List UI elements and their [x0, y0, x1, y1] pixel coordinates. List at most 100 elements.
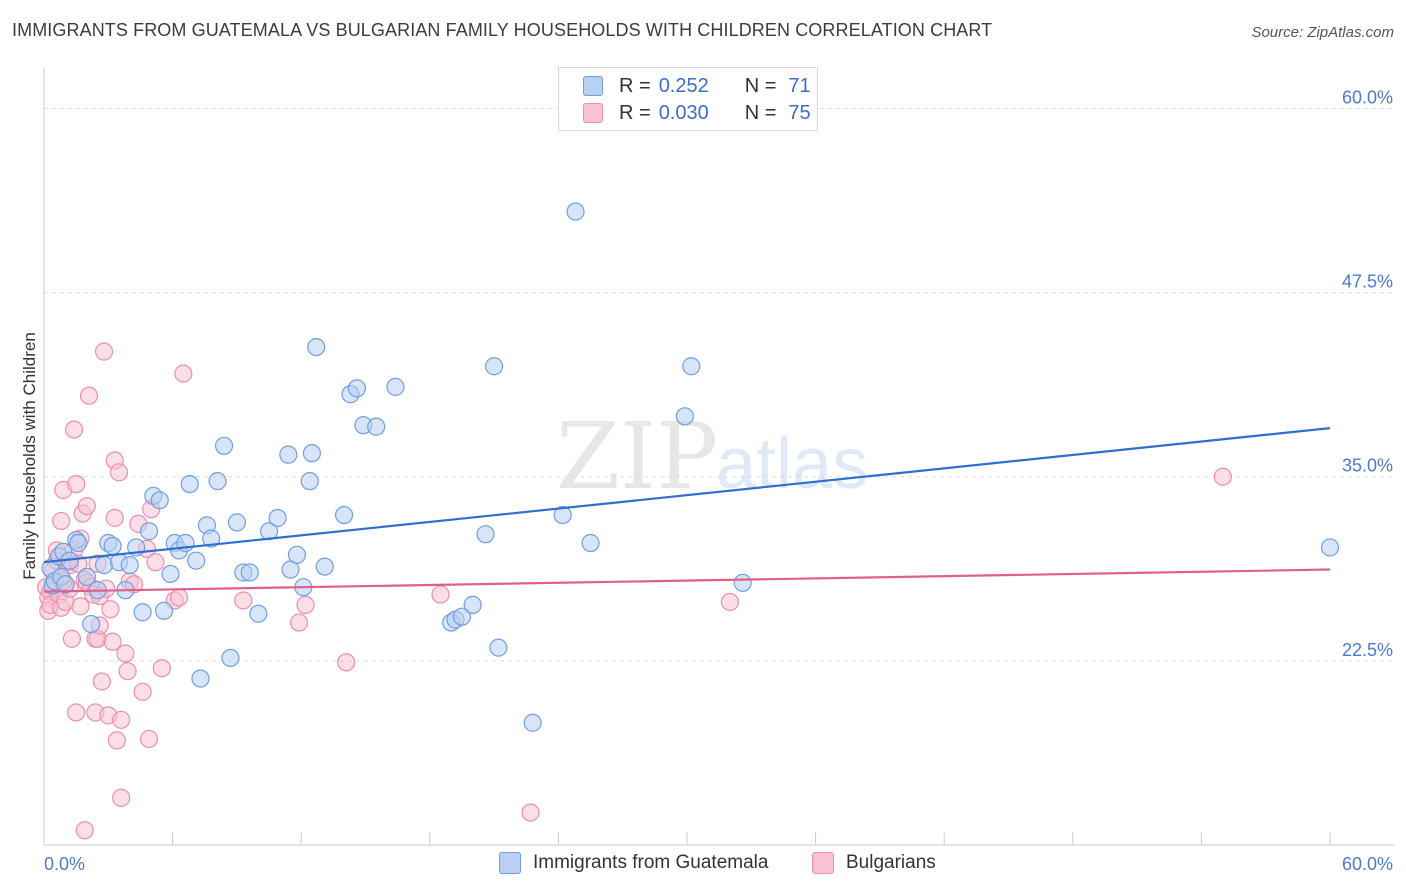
- guatemala-point: [476, 525, 495, 544]
- guatemala-point: [268, 508, 287, 528]
- legend-item-bulgarians[interactable]: Bulgarians: [812, 852, 936, 874]
- guatemala-point: [489, 638, 508, 657]
- guatemala-point: [240, 563, 259, 582]
- bulgarian-point: [67, 474, 86, 494]
- legend-item-guatemala[interactable]: Immigrants from Guatemala: [499, 852, 768, 874]
- bulgarian-point: [169, 588, 189, 607]
- guatemala-point: [452, 607, 472, 626]
- guatemala-point: [94, 556, 114, 575]
- guatemala-point: [180, 474, 199, 494]
- guatemala-point: [347, 379, 367, 398]
- guatemala-point: [733, 573, 752, 592]
- legend-swatch-blue: [499, 852, 521, 874]
- bulgarian-point: [62, 629, 81, 648]
- legend-label-bulgarians: Bulgarians: [846, 852, 936, 873]
- bulgarian-point: [521, 803, 540, 822]
- guatemala-point: [553, 505, 572, 525]
- guatemala-point: [82, 614, 101, 634]
- y-tick-label: 22.5%: [1342, 640, 1393, 660]
- guatemala-point: [279, 445, 298, 464]
- bulgarian-point: [79, 386, 99, 405]
- guatemala-point: [315, 557, 334, 576]
- y-axis-label: Family Households with Children: [20, 332, 39, 580]
- bulgarian-point: [174, 364, 193, 383]
- y-tick-label: 35.0%: [1342, 456, 1393, 476]
- bulgarian-point: [112, 710, 131, 729]
- bulgarian-point: [92, 672, 111, 691]
- axes: [43, 67, 1395, 846]
- legend-swatch-pink: [583, 103, 603, 123]
- bulgarian-point: [64, 420, 84, 439]
- bulgarian-point: [720, 592, 739, 612]
- watermark-atlas: atlas: [716, 424, 868, 504]
- x-tick-labels: 0.0% 60.0%: [44, 854, 1393, 874]
- watermark: ZIP atlas: [556, 403, 868, 510]
- legend-r-value: 0.252: [658, 74, 709, 97]
- guatemala-point: [133, 603, 152, 622]
- legend-swatch-pink: [812, 852, 834, 874]
- y-tick-label: 60.0%: [1342, 87, 1393, 107]
- bulgarian-point: [152, 659, 171, 678]
- bulgarian-point: [107, 731, 126, 750]
- guatemala-point: [69, 533, 88, 553]
- guatemala-point: [187, 551, 206, 570]
- legend-row-bulgarians: R = 0.030 N = 75: [583, 100, 811, 126]
- legend-swatch-blue: [583, 76, 603, 96]
- bulgarian-point: [101, 600, 120, 619]
- legend-n-label: N =: [744, 101, 777, 124]
- guatemala-point: [191, 669, 210, 688]
- bulgarian-point: [67, 703, 86, 722]
- guatemala-point: [214, 436, 234, 455]
- guatemala-point: [227, 513, 246, 532]
- source-label: Source: ZipAtlas.com: [1251, 24, 1394, 41]
- bulgarian-point: [431, 585, 450, 604]
- series-legend: Immigrants from Guatemala Bulgarians: [0, 852, 1406, 878]
- guatemala-point: [302, 444, 322, 463]
- guatemala-point: [249, 604, 268, 623]
- bulgarian-point: [52, 511, 71, 531]
- guatemala-point: [581, 533, 600, 553]
- guatemala-point: [150, 491, 169, 510]
- bulgarian-point: [116, 644, 135, 663]
- guatemala-point: [221, 648, 240, 668]
- guatemala-point: [139, 522, 159, 541]
- guatemala-point: [202, 529, 221, 548]
- bulgarian-point: [296, 595, 315, 614]
- guatemala-point: [77, 567, 96, 587]
- legend-n-label: N =: [744, 74, 777, 97]
- guatemala-point: [1320, 538, 1340, 557]
- guatemala-point: [334, 505, 354, 525]
- bulgarian-point: [112, 788, 131, 807]
- guatemala-point: [120, 556, 139, 575]
- legend-r-label: R =: [619, 101, 651, 124]
- guatemala-point: [367, 417, 386, 436]
- stats-legend: R = 0.252 N = 71 R = 0.030 N = 75: [558, 67, 818, 131]
- bulgarian-point: [77, 497, 96, 516]
- y-tick-labels: 22.5% 35.0% 47.5% 60.0%: [1342, 87, 1393, 659]
- bulgarian-point: [133, 682, 152, 701]
- legend-r-value: 0.030: [658, 101, 709, 124]
- guatemala-point: [386, 377, 405, 396]
- y-tick-label: 47.5%: [1342, 272, 1393, 292]
- guatemala-trendline: [43, 427, 1331, 564]
- guatemala-point: [307, 338, 326, 357]
- guatemala-point: [566, 202, 585, 221]
- bulgarian-point: [118, 662, 137, 681]
- bulgarian-point: [75, 821, 94, 840]
- legend-r-label: R =: [619, 74, 651, 97]
- legend-label-guatemala: Immigrants from Guatemala: [533, 852, 769, 873]
- bulgarian-point: [94, 342, 114, 361]
- legend-row-guatemala: R = 0.252 N = 71: [583, 73, 811, 99]
- guatemala-point: [682, 357, 701, 376]
- guatemala-point: [463, 595, 482, 614]
- guatemala-point: [485, 357, 504, 376]
- bulgarian-point: [234, 591, 253, 610]
- bulgarian-point: [1213, 467, 1232, 486]
- guatemala-point: [300, 472, 319, 491]
- bulgarian-point: [71, 597, 90, 616]
- guatemala-point: [103, 536, 122, 556]
- x-tick-label-max: 60.0%: [1342, 854, 1393, 874]
- bulgarian-point: [103, 632, 122, 651]
- bulgarians-trendline: [43, 568, 1331, 593]
